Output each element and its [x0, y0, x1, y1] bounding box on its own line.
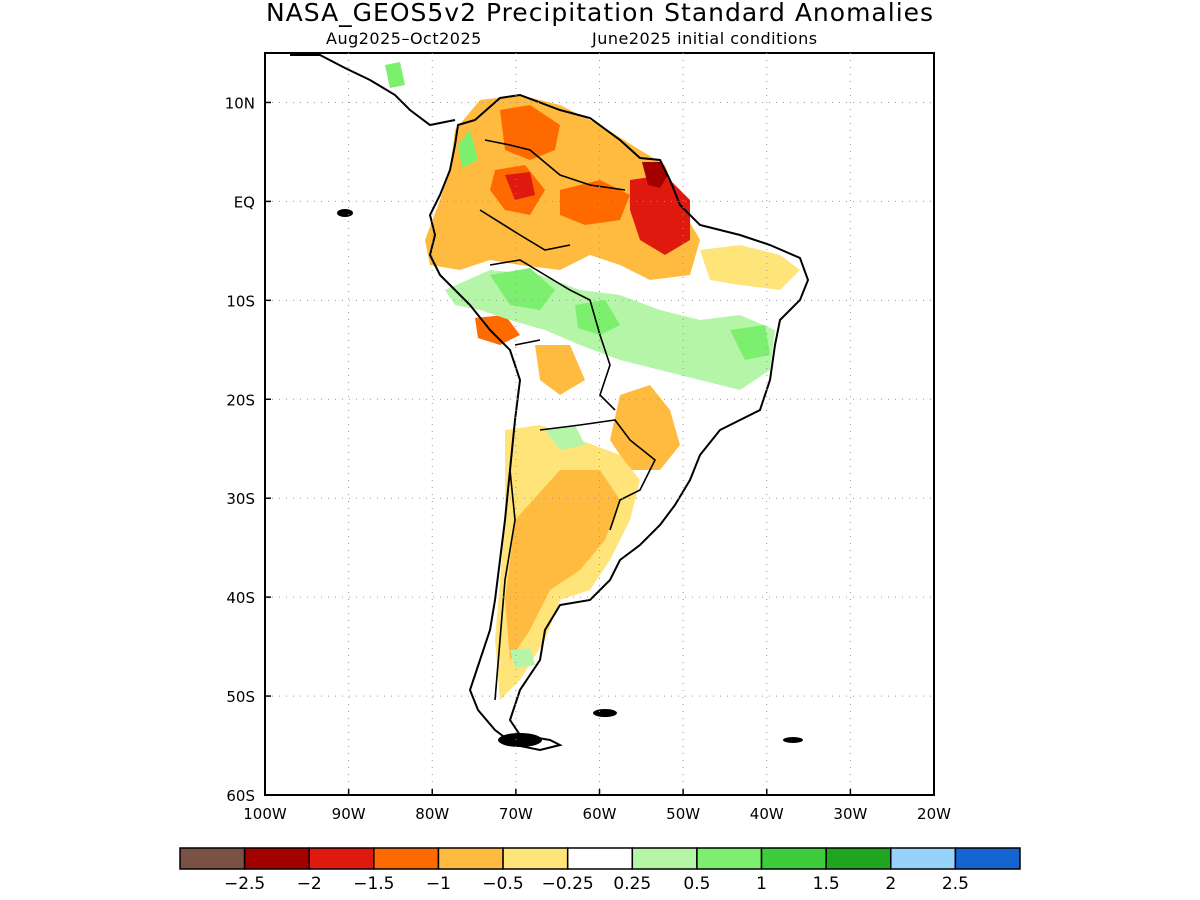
colorbar-label: 0.25	[613, 874, 651, 894]
south-georgia	[783, 737, 803, 743]
lat-tick-label: 60S	[226, 787, 255, 805]
axis-labels: 100W 90W 80W 70W 60W 50W 40W 30W 20W 10N EQ 10S 20S 3…	[225, 94, 951, 823]
anomaly-central-wet-core	[490, 268, 555, 310]
colorbar-swatch	[566, 847, 634, 870]
colorbar-swatch	[179, 847, 246, 870]
lat-tick-label: EQ	[234, 193, 255, 211]
lat-tick-label: 40S	[226, 589, 255, 607]
colorbar: −2.5 −2 −1.5 −1 −0.5 −0.25 0.25 0.5 1 1.5 2 2.5	[179, 847, 1021, 894]
colorbar-swatch	[437, 847, 504, 870]
country-borders	[479, 139, 657, 701]
anomaly-east-wet-core	[730, 325, 770, 360]
lon-tick-label: 80W	[415, 805, 449, 823]
anomaly-peru-core	[475, 315, 520, 345]
south-america-coast	[428, 93, 810, 752]
colorbar-label: −1	[426, 874, 451, 894]
lat-tick-label: 20S	[226, 391, 255, 409]
colorbar-swatch	[825, 847, 892, 870]
colorbar-label: 1	[756, 874, 767, 894]
lon-tick-label: 70W	[499, 805, 533, 823]
colorbar-label: 2	[885, 874, 896, 894]
galapagos-islands	[337, 209, 353, 217]
lat-tick-label: 10S	[226, 292, 255, 310]
colorbar-swatch	[760, 847, 827, 870]
colorbar-label: −0.25	[542, 874, 594, 894]
colorbar-swatch	[631, 847, 698, 870]
colorbar-swatch	[696, 847, 763, 870]
colorbar-swatch	[890, 847, 957, 870]
colorbar-label: −2.5	[224, 874, 265, 894]
colorbar-swatch	[502, 847, 569, 870]
anomaly-colombia-core	[505, 172, 535, 200]
map-field	[385, 62, 800, 700]
lon-tick-label: 100W	[243, 805, 287, 823]
coastlines	[290, 54, 810, 752]
lon-tick-label: 20W	[917, 805, 951, 823]
anomaly-west-wet	[458, 130, 478, 168]
lat-tick-label: 10N	[225, 94, 255, 112]
colorbar-label: −2	[297, 874, 322, 894]
lat-tick-label: 50S	[226, 688, 255, 706]
anomaly-bolivia-dry	[535, 345, 585, 395]
colorbar-label: −1.5	[353, 874, 394, 894]
falkland-islands	[593, 709, 617, 717]
anomaly-argentina-core	[505, 470, 620, 660]
lon-tick-label: 60W	[583, 805, 617, 823]
anomaly-brazil-wet-core	[575, 300, 620, 335]
colorbar-swatch	[373, 847, 440, 870]
lon-tick-label: 90W	[332, 805, 366, 823]
lon-tick-label: 50W	[666, 805, 700, 823]
anomaly-central-america-wet	[385, 62, 405, 88]
central-america-coast	[290, 54, 456, 127]
colorbar-label: 0.5	[683, 874, 710, 894]
colorbar-label: −0.5	[482, 874, 523, 894]
lon-tick-label: 40W	[750, 805, 784, 823]
map-title: NASA_GEOS5v2 Precipitation Standard Anom…	[265, 0, 935, 27]
tierra-del-fuego	[498, 733, 542, 747]
anomaly-amazon-core	[560, 180, 630, 225]
anomaly-paraguay-dry	[610, 385, 680, 470]
lat-tick-label: 30S	[226, 490, 255, 508]
lon-tick-label: 30W	[833, 805, 867, 823]
colorbar-swatch	[308, 847, 375, 870]
forecast-period: Aug2025–Oct2025	[326, 29, 482, 48]
anomaly-french-guiana-extreme	[642, 162, 668, 188]
anomaly-chaco-wet	[545, 425, 585, 450]
colorbar-label: 2.5	[942, 874, 969, 894]
anomaly-ne-brazil-light-dry	[700, 245, 800, 290]
colorbar-swatch	[243, 847, 310, 870]
initial-conditions: June2025 initial conditions	[592, 29, 818, 48]
colorbar-label: 1.5	[813, 874, 840, 894]
graticule	[265, 53, 934, 795]
colorbar-swatch	[954, 847, 1021, 870]
